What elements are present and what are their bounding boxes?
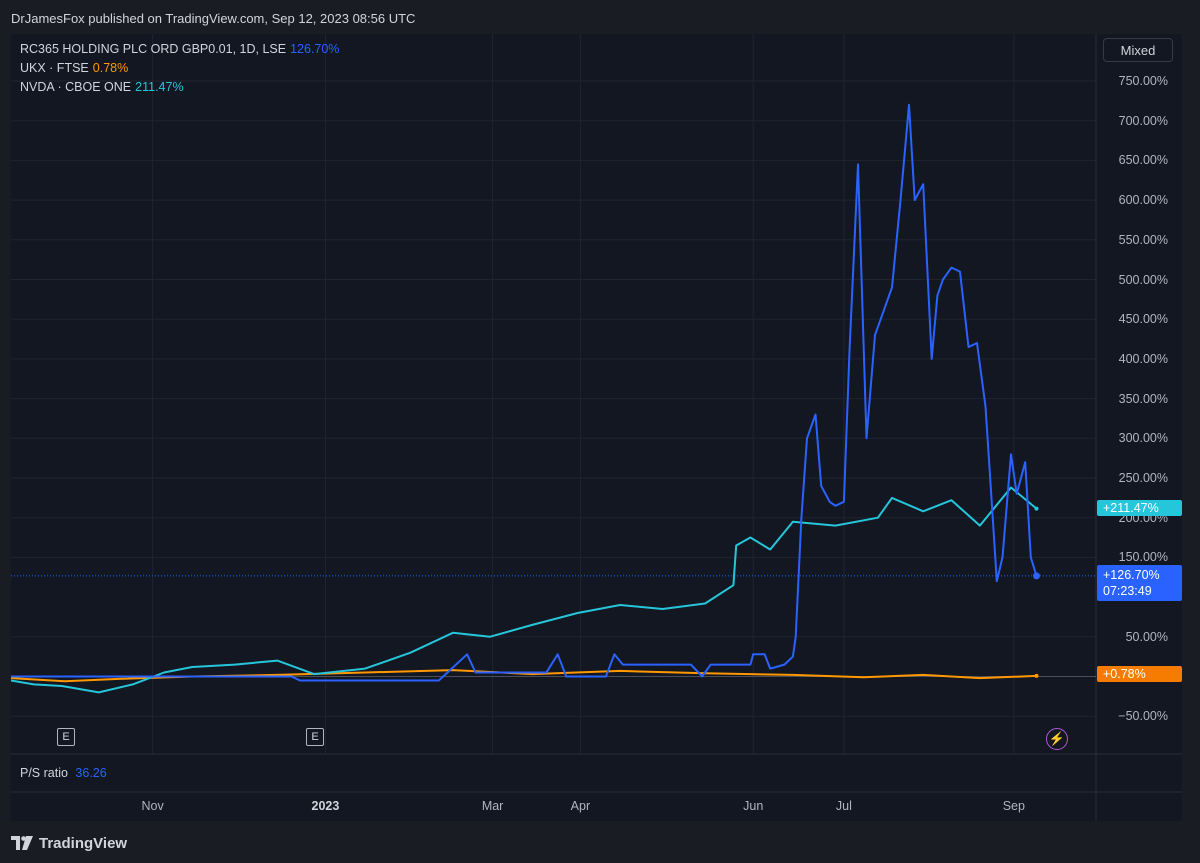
rc365-series-last-point <box>1033 572 1041 580</box>
y-tick-label: 650.00% <box>1118 153 1168 168</box>
ps-ratio-indicator[interactable]: P/S ratio 36.26 <box>20 766 107 780</box>
legend-name: NVDA · CBOE ONE <box>20 80 132 94</box>
x-tick-label: Sep <box>1002 799 1025 813</box>
legend-item-nvda[interactable]: NVDA · CBOE ONE 211.47% <box>20 80 184 94</box>
earnings-badge[interactable]: E <box>57 728 75 746</box>
legend-value: 211.47% <box>135 80 184 94</box>
scale-mode-button[interactable]: Mixed <box>1103 38 1173 62</box>
ps-ratio-value: 36.26 <box>75 766 107 780</box>
y-tick-label: 300.00% <box>1118 431 1168 446</box>
y-tick-label: 400.00% <box>1118 351 1168 366</box>
y-tick-label: 150.00% <box>1118 550 1168 565</box>
series-layer <box>11 103 1041 694</box>
legend-item-ukx[interactable]: UKX · FTSE 0.78% <box>20 61 128 75</box>
x-tick-label: Jul <box>835 799 852 813</box>
x-tick-label: Apr <box>570 799 591 813</box>
legend-name: RC365 HOLDING PLC ORD GBP0.01, 1D, LSE <box>20 42 287 56</box>
x-tick-label: Mar <box>481 799 504 813</box>
x-tick-label: Nov <box>141 799 164 813</box>
rc365-series-line <box>11 103 1038 682</box>
nvda-series-line <box>11 486 1038 694</box>
y-tick-label: 350.00% <box>1118 391 1168 406</box>
y-tick-label: 500.00% <box>1118 272 1168 287</box>
chart-canvas[interactable] <box>11 34 1182 821</box>
y-tick-label: 50.00% <box>1125 629 1168 644</box>
legend-name: UKX · FTSE <box>20 61 89 75</box>
y-tick-label: 700.00% <box>1118 113 1168 128</box>
legend-value: 126.70% <box>290 42 340 56</box>
ukx-price-tag: +0.78% <box>1097 666 1182 682</box>
ukx-series-line <box>11 669 1037 683</box>
footer: TradingView <box>11 832 127 854</box>
x-tick-label: 2023 <box>311 799 340 813</box>
legend-value: 0.78% <box>92 61 129 75</box>
ps-ratio-label: P/S ratio <box>20 766 68 780</box>
y-tick-label: 550.00% <box>1118 232 1168 247</box>
earnings-badge[interactable]: E <box>306 728 324 746</box>
grid-layer <box>11 34 1182 821</box>
chart-pane[interactable]: RC365 HOLDING PLC ORD GBP0.01, 1D, LSE 12… <box>11 34 1182 821</box>
lightning-icon[interactable]: ⚡ <box>1046 728 1068 750</box>
rc365-price-tag: +126.70% 07:23:49 <box>1097 565 1182 601</box>
y-tick-label: 450.00% <box>1118 312 1168 327</box>
nvda-series-last-point <box>1034 506 1039 511</box>
y-tick-label: 600.00% <box>1118 193 1168 208</box>
nvda-price-tag: +211.47% <box>1097 500 1182 516</box>
tradingview-logo-icon[interactable] <box>11 836 33 850</box>
y-tick-label: 250.00% <box>1118 471 1168 485</box>
tradingview-brand[interactable]: TradingView <box>39 834 128 852</box>
legend-item-rc365[interactable]: RC365 HOLDING PLC ORD GBP0.01, 1D, LSE 12… <box>20 42 339 56</box>
rc365-price-value: +126.70% <box>1103 568 1160 582</box>
y-tick-label: 750.00% <box>1118 74 1168 88</box>
ukx-series-last-point <box>1034 673 1039 678</box>
rc365-countdown: 07:23:49 <box>1103 584 1152 598</box>
publish-credit: DrJamesFox published on TradingView.com,… <box>11 11 416 26</box>
y-tick-label: −50.00% <box>1118 709 1168 724</box>
x-tick-label: Jun <box>743 799 764 813</box>
